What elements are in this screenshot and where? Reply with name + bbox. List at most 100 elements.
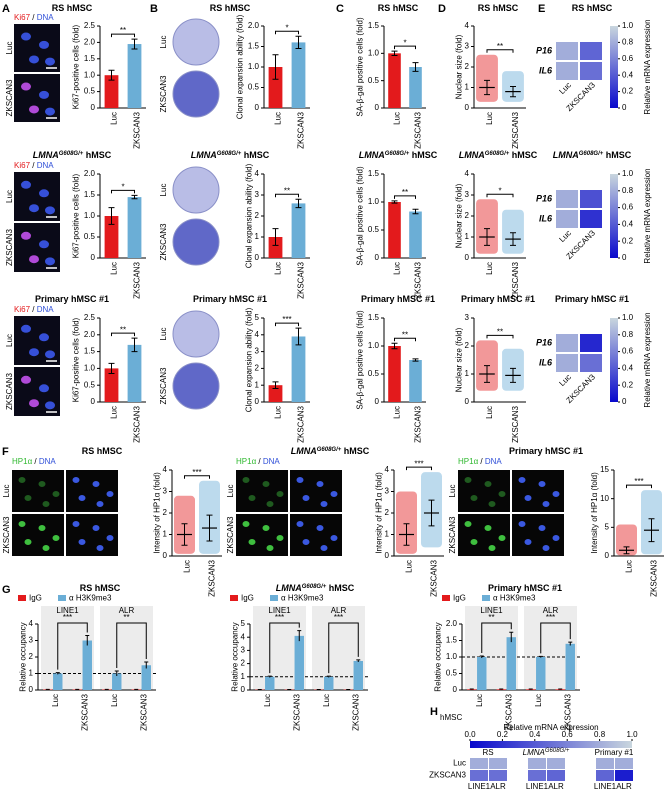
y-tick-label: 1.0 <box>84 70 96 79</box>
nucleus <box>242 521 250 527</box>
y-tick-label: 5 <box>255 313 260 322</box>
row-label: Luc <box>159 184 168 197</box>
nucleus <box>21 324 31 333</box>
heat-cell <box>615 770 633 781</box>
colorbar-tick-label: 0 <box>622 397 627 406</box>
row-label: ZKSCAN3 <box>5 373 14 410</box>
y-tick-label: 4 <box>255 169 260 178</box>
y-axis-label: Clonal expansion ability (fold) <box>245 307 254 412</box>
nucleus <box>39 40 49 49</box>
y-tick-label: 4 <box>465 169 470 178</box>
error-bar <box>510 85 516 98</box>
micrograph <box>290 470 342 512</box>
bracket <box>328 622 359 674</box>
colorbar-label: Relative mRNA expression <box>643 19 652 114</box>
text-part: hMSC <box>326 583 354 593</box>
bracket <box>111 189 135 194</box>
x-tick-label: ZKSCAN3 <box>650 559 659 596</box>
row-label: ZKSCAN3 <box>2 516 11 553</box>
group-label: ALR <box>543 606 559 615</box>
text-part: hMSC <box>409 150 437 160</box>
legend-swatch <box>482 595 490 601</box>
bracket <box>486 49 514 53</box>
text-part: Primary hMSC #1 <box>35 294 109 304</box>
nucleus <box>320 501 328 507</box>
colorbar-tick-label: 0.2 <box>622 87 634 96</box>
y-tick-label: 2.5 <box>84 313 96 322</box>
nucleus <box>248 495 256 501</box>
title: Primary hMSC #1 <box>509 446 583 456</box>
title: Primary hMSC #1 <box>35 294 109 304</box>
text-part: DNA <box>37 305 55 314</box>
y-tick-label: 0.5 <box>368 369 380 378</box>
group-label: LINE1 <box>480 606 503 615</box>
stain-legend: HP1α / DNA <box>12 457 56 466</box>
heat-cell <box>489 770 507 781</box>
heat-cell <box>580 354 602 372</box>
nucleus <box>29 55 39 64</box>
legend-label: IgG <box>241 594 254 603</box>
micrograph <box>14 24 60 72</box>
y-tick-label: 0 <box>91 103 96 112</box>
group-label: LINE1 <box>268 606 291 615</box>
colorbar <box>470 741 632 748</box>
x-tick-label: Luc <box>263 694 272 707</box>
row-label: Luc <box>2 485 11 498</box>
x-tick-label: Luc <box>405 560 414 573</box>
nucleus <box>39 240 49 249</box>
x-tick-label: Luc <box>625 560 634 573</box>
y-tick-label: 3 <box>255 190 260 199</box>
colorbar-tick-label: 0.6 <box>562 730 574 739</box>
nucleus <box>552 535 560 541</box>
row-label: Luc <box>5 334 14 347</box>
micrograph <box>458 514 510 556</box>
colorbar-tick-label: 0.2 <box>622 380 634 389</box>
y-tick-label: 0.5 <box>248 83 260 92</box>
error-bar <box>108 207 115 225</box>
heat-cell <box>528 758 546 769</box>
y-tick-label: 0 <box>29 685 34 694</box>
y-tick-label: 2.5 <box>84 21 96 30</box>
y-tick-label: 1 <box>241 672 246 681</box>
nucleus <box>39 384 49 393</box>
heat-cell <box>580 62 602 80</box>
significance: ** <box>120 26 126 35</box>
nucleus <box>276 491 284 497</box>
y-tick-label: 0 <box>255 253 260 262</box>
title: LMNAG608G/+ hMSC <box>276 583 355 593</box>
row-label: Luc <box>448 485 457 498</box>
y-axis-label: Nuclear size (fold) <box>455 183 464 248</box>
heat-cell <box>556 354 578 372</box>
y-axis-label: Relative occupancy <box>434 622 443 691</box>
y-tick-label: 0.5 <box>446 669 458 678</box>
micrograph <box>14 316 60 365</box>
y-tick-label: 1.0 <box>446 652 458 661</box>
title: LMNAG608G/+ hMSC <box>359 150 438 160</box>
bar <box>268 385 283 402</box>
text-part: hMSC <box>440 713 462 722</box>
bracket <box>394 45 416 50</box>
nucleus <box>45 257 55 266</box>
text-part: RS hMSC <box>478 3 519 13</box>
text-part: G608G/+ <box>485 151 510 157</box>
x-tick-label: ZKSCAN3 <box>511 405 520 442</box>
y-tick-label: 2 <box>255 211 260 220</box>
nucleus <box>78 539 86 545</box>
y-tick-label: 0.5 <box>368 76 380 85</box>
nucleus <box>484 481 492 487</box>
bar <box>104 216 119 258</box>
error-bar <box>648 518 655 543</box>
nucleus <box>72 521 80 527</box>
text-part: hMSC <box>83 150 111 160</box>
text-part: DNA <box>263 457 281 466</box>
y-tick-label: 2.0 <box>84 38 96 47</box>
micrograph <box>236 470 288 512</box>
nucleus <box>42 545 50 551</box>
title: Primary hMSC #1 <box>193 294 267 304</box>
stain-legend: Ki67 / DNA <box>14 161 54 170</box>
panel-letter: G <box>2 584 11 596</box>
y-tick-label: 4 <box>241 632 246 641</box>
panel-letter: H <box>430 706 438 718</box>
nucleus <box>316 525 324 531</box>
